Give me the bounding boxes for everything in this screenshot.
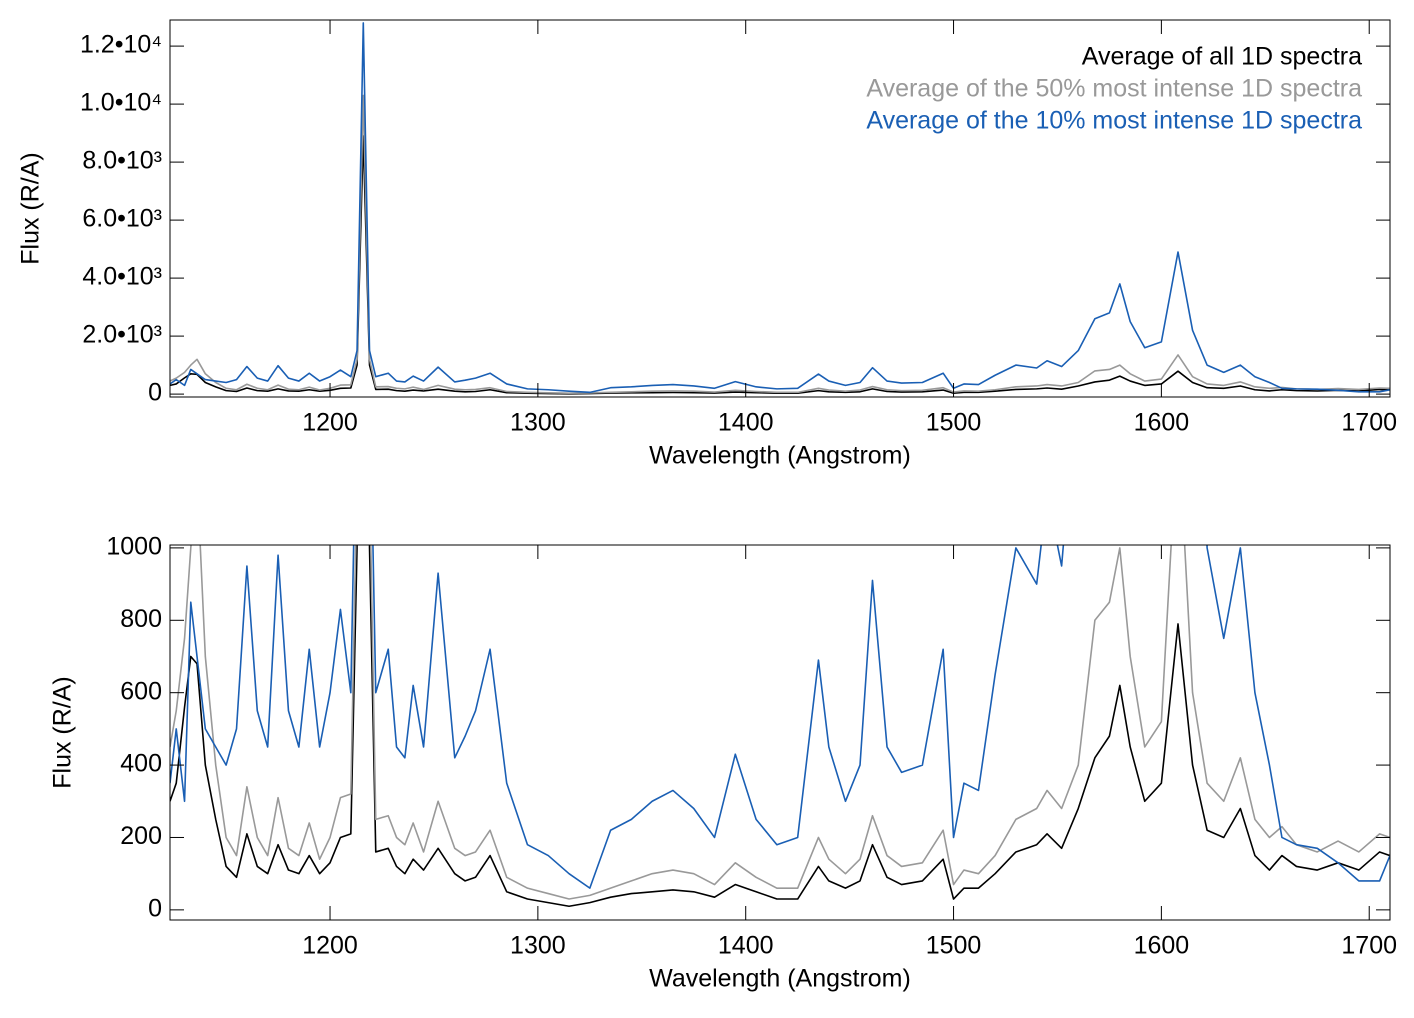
y-axis-label: Flux (R/A) — [49, 676, 77, 789]
y-tick-label: 600 — [120, 677, 162, 705]
x-axis-label: Wavelength (Angstrom) — [649, 965, 911, 993]
plot-frame — [169, 544, 1391, 921]
spectrum-line — [170, 94, 1390, 395]
spectrum-line — [170, 545, 1390, 889]
y-tick-label: 2.0•10³ — [82, 321, 162, 349]
spectrum-line — [170, 545, 1390, 900]
y-axis-label: Flux (R/A) — [17, 152, 45, 265]
spectrum-line — [170, 545, 1390, 908]
y-tick-label: 1.2•10⁴ — [80, 31, 162, 59]
legend-entry: Average of all 1D spectra — [1082, 43, 1362, 71]
x-tick-label: 1300 — [510, 409, 566, 437]
legend-entry: Average of the 50% most intense 1D spect… — [866, 75, 1362, 103]
x-tick-label: 1700 — [1341, 932, 1397, 960]
x-tick-label: 1400 — [718, 409, 774, 437]
y-tick-label: 400 — [120, 750, 162, 778]
legend-entry: Average of the 10% most intense 1D spect… — [866, 107, 1362, 135]
y-tick-label: 0 — [148, 379, 162, 407]
spectrum-line — [170, 22, 1390, 394]
x-tick-label: 1500 — [926, 409, 982, 437]
plot-frame — [169, 19, 1391, 398]
spectrum-line — [170, 135, 1390, 395]
y-tick-label: 1000 — [106, 533, 162, 561]
plot-area — [170, 545, 1390, 908]
x-axis-label: Wavelength (Angstrom) — [649, 442, 911, 470]
x-tick-label: 1500 — [926, 932, 982, 960]
x-tick-label: 1200 — [302, 409, 358, 437]
y-tick-label: 1.0•10⁴ — [80, 89, 162, 117]
x-tick-label: 1300 — [510, 932, 566, 960]
y-tick-label: 800 — [120, 605, 162, 633]
y-tick-label: 8.0•10³ — [82, 147, 162, 175]
y-tick-label: 6.0•10³ — [82, 205, 162, 233]
x-tick-label: 1700 — [1341, 409, 1397, 437]
x-tick-label: 1200 — [302, 932, 358, 960]
y-tick-label: 4.0•10³ — [82, 263, 162, 291]
x-tick-label: 1400 — [718, 932, 774, 960]
y-tick-label: 200 — [120, 822, 162, 850]
plot-area — [170, 22, 1390, 395]
x-tick-label: 1600 — [1134, 409, 1190, 437]
x-tick-label: 1600 — [1134, 932, 1190, 960]
y-tick-label: 0 — [148, 894, 162, 922]
